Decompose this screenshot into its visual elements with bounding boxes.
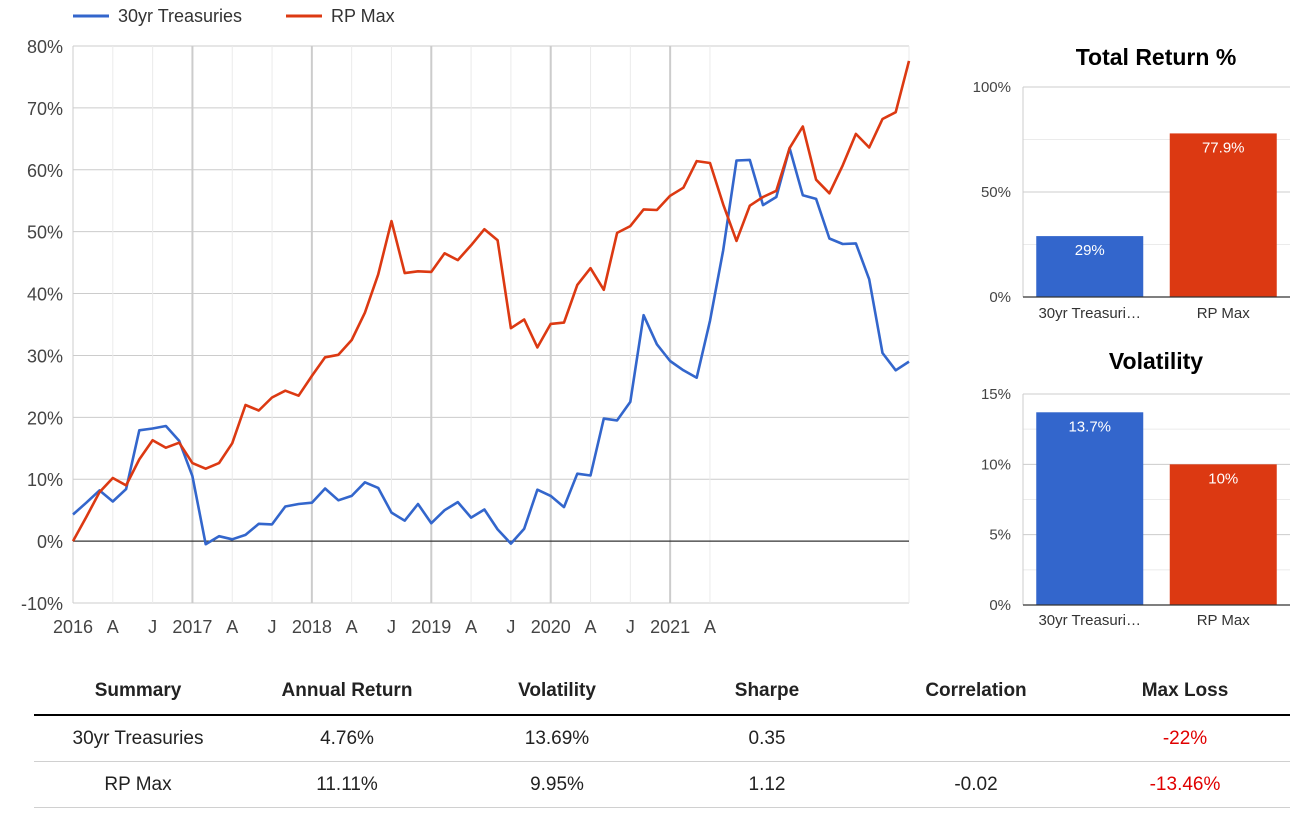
- legend-item: RP Max: [286, 6, 395, 26]
- x-tick-label: J: [148, 617, 157, 637]
- x-tick-label: J: [506, 617, 515, 637]
- table-cell-max-loss: -22%: [1080, 715, 1290, 762]
- table-row: 30yr Treasuries 4.76% 13.69% 0.35 -22%: [34, 715, 1290, 762]
- table-cell-sharpe: 1.12: [662, 761, 872, 808]
- chart-title: Volatility: [1109, 348, 1203, 374]
- series-line-rp-max: [71, 60, 911, 542]
- summary-header-row: Summary Annual Return Volatility Sharpe …: [34, 668, 1290, 716]
- x-tick-label: A: [226, 617, 238, 637]
- x-tick-label: A: [107, 617, 119, 637]
- table-cell-volatility: 13.69%: [452, 715, 662, 762]
- x-tick-label: J: [626, 617, 635, 637]
- bar-data-label: 10%: [1208, 470, 1238, 487]
- x-tick-label: A: [465, 617, 477, 637]
- y-tick-label: 60%: [27, 161, 63, 181]
- x-tick-label: 2016: [53, 617, 93, 637]
- y-tick-label: 15%: [981, 386, 1011, 403]
- x-tick-label: A: [585, 617, 597, 637]
- x-tick-label: 2020: [531, 617, 571, 637]
- table-row: RP Max 11.11% 9.95% 1.12 -0.02 -13.46%: [34, 761, 1290, 808]
- table-cell-name: 30yr Treasuries: [34, 715, 242, 762]
- legend-item: 30yr Treasuries: [73, 6, 242, 26]
- x-tick-label: A: [704, 617, 716, 637]
- bar-data-label: 13.7%: [1068, 418, 1111, 435]
- x-category-label: 30yr Treasuri…: [1038, 612, 1141, 629]
- x-category-label: RP Max: [1197, 612, 1251, 629]
- bar-treasuries: [1036, 236, 1144, 297]
- col-header-correlation: Correlation: [872, 668, 1080, 716]
- x-tick-label: J: [387, 617, 396, 637]
- legend-label: RP Max: [331, 6, 395, 26]
- y-tick-label: 10%: [27, 470, 63, 490]
- col-header-summary: Summary: [34, 668, 242, 716]
- bar-treasuries: [1036, 412, 1144, 605]
- y-tick-label: 10%: [981, 456, 1011, 473]
- table-cell-correlation: -0.02: [872, 761, 1080, 808]
- col-header-max-loss: Max Loss: [1080, 668, 1290, 716]
- y-tick-label: 50%: [27, 223, 63, 243]
- y-tick-label: 70%: [27, 99, 63, 119]
- col-header-volatility: Volatility: [452, 668, 662, 716]
- volatility-bar-chart: Volatility 15% 10% 5% 0% 13.7% 30yr Treasuri… 1…: [981, 348, 1290, 629]
- x-tick-label: 2017: [172, 617, 212, 637]
- y-tick-label: 100%: [973, 79, 1011, 96]
- y-tick-label: -10%: [21, 594, 63, 614]
- y-tick-label: 0%: [37, 532, 63, 552]
- col-header-annual-return: Annual Return: [242, 668, 452, 716]
- bar-data-label: 29%: [1075, 242, 1105, 259]
- series-line-treasuries: [72, 146, 910, 546]
- legend-label: 30yr Treasuries: [118, 6, 242, 26]
- x-tick-label: 2019: [411, 617, 451, 637]
- table-cell-name: RP Max: [34, 761, 242, 808]
- table-cell-max-loss: -13.46%: [1080, 761, 1290, 808]
- y-tick-label: 5%: [989, 527, 1011, 544]
- y-tick-label: 0%: [989, 289, 1011, 306]
- table-cell-volatility: 9.95%: [452, 761, 662, 808]
- x-category-label: 30yr Treasuri…: [1038, 305, 1141, 322]
- table-cell-correlation: [872, 715, 1080, 762]
- x-tick-label: 2018: [292, 617, 332, 637]
- summary-table: Summary Annual Return Volatility Sharpe …: [34, 668, 1290, 808]
- bar-data-label: 77.9%: [1202, 139, 1245, 156]
- returns-line-chart: 80% 70% 60% 50% 40% 30% 20% 10% 0% -10% 2016 A J 2017…: [21, 6, 911, 637]
- x-tick-label: 2021: [650, 617, 690, 637]
- y-tick-label: 50%: [981, 184, 1011, 201]
- x-category-label: RP Max: [1197, 305, 1251, 322]
- table-cell-annual-return: 11.11%: [242, 761, 452, 808]
- x-tick-label: J: [268, 617, 277, 637]
- chart-title: Total Return %: [1076, 44, 1237, 70]
- bar-rp-max: [1169, 464, 1277, 605]
- bar-rp-max: [1169, 133, 1277, 297]
- x-tick-label: A: [346, 617, 358, 637]
- y-tick-label: 20%: [27, 408, 63, 428]
- table-cell-sharpe: 0.35: [662, 715, 872, 762]
- total-return-bar-chart: Total Return % 100% 50% 0% 29% 30yr Treasuri……: [973, 44, 1290, 322]
- y-tick-label: 40%: [27, 285, 63, 305]
- table-cell-annual-return: 4.76%: [242, 715, 452, 762]
- col-header-sharpe: Sharpe: [662, 668, 872, 716]
- y-tick-label: 30%: [27, 346, 63, 366]
- y-tick-label: 0%: [989, 597, 1011, 614]
- y-tick-label: 80%: [27, 37, 63, 57]
